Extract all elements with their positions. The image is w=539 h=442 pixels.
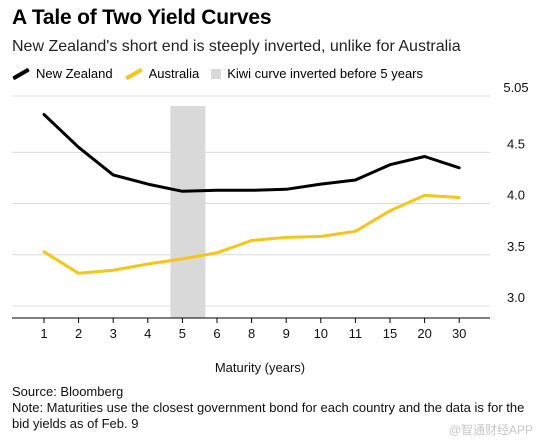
- x-tick-label-6: 8: [248, 326, 255, 341]
- methodology-note: Note: Maturities use the closest governm…: [12, 400, 525, 431]
- x-tick-label-0: 1: [40, 326, 47, 341]
- x-tick-label-11: 20: [417, 326, 431, 341]
- y-tick-label-1: 3.5: [507, 239, 525, 254]
- x-tick-label-2: 3: [110, 326, 117, 341]
- y-tick-label-3: 4.5: [507, 136, 525, 151]
- line-layer: [42, 113, 461, 275]
- legend-band-label: Kiwi curve inverted before 5 years: [227, 66, 423, 81]
- legend-band-swatch: [211, 68, 222, 79]
- legend-nz-label: New Zealand: [36, 66, 113, 81]
- x-tick-label-8: 10: [314, 326, 328, 341]
- legend-item-nz: New Zealand: [12, 66, 113, 81]
- axis-layer: 3.0 3.5 4.0 4.5 5.05 1 2 3 4 5 6 8 9 10 11 15 20 30: [12, 80, 529, 341]
- legend-au-label: Australia: [148, 66, 200, 81]
- x-tick-label-4: 5: [179, 326, 186, 341]
- footer: Source: Bloomberg Note: Maturities use t…: [12, 384, 527, 432]
- band-layer: [170, 106, 206, 318]
- x-tick-label-12: 30: [452, 326, 466, 341]
- x-tick-label-5: 6: [213, 326, 220, 341]
- chart-title: A Tale of Two Yield Curves: [12, 6, 272, 29]
- source-note: Source: Bloomberg: [12, 384, 124, 399]
- y-tick-label-2: 4.0: [507, 188, 525, 203]
- y-tick-label-0: 3.0: [507, 290, 525, 305]
- series-line-australia: [42, 193, 461, 275]
- x-tick-label-3: 4: [144, 326, 151, 341]
- x-tick-label-10: 15: [383, 326, 397, 341]
- inverted-band: [170, 106, 206, 318]
- chart-subtitle: New Zealand's short end is steeply inver…: [12, 38, 461, 55]
- watermark-text: @智通财经APP: [448, 423, 533, 437]
- grid-layer: [12, 95, 490, 307]
- x-tick-label-1: 2: [75, 326, 82, 341]
- legend-item-band: Kiwi curve inverted before 5 years: [211, 66, 423, 81]
- series-line-new-zealand: [42, 113, 461, 193]
- x-tick-label-7: 9: [283, 326, 290, 341]
- legend: New Zealand Australia Kiwi curve inverte…: [12, 66, 435, 81]
- legend-item-au: Australia: [124, 66, 200, 81]
- x-tick-label-9: 11: [349, 326, 363, 341]
- y-tick-label-4: 5.05: [503, 80, 528, 95]
- x-axis-label: Maturity (years): [215, 360, 305, 375]
